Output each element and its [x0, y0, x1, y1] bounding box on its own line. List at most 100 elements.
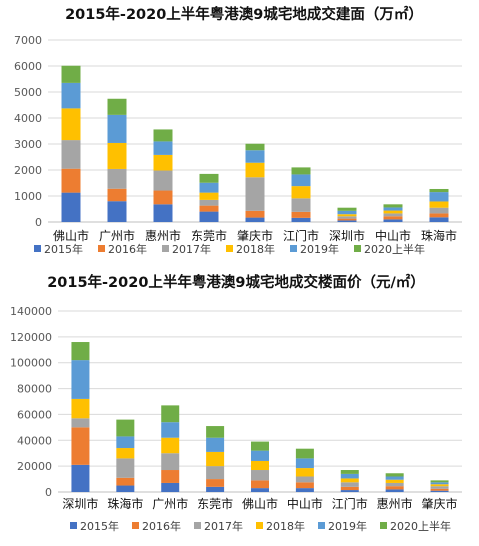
bar-segment [206, 486, 225, 492]
chart-building-area: 2015年-2020上半年粤港澳9城宅地成交建面（万㎡） 0 1000 2000 300… [14, 5, 462, 256]
y-tick-label: 100000 [10, 357, 52, 370]
bar-segment [71, 360, 90, 399]
bar-segment [291, 198, 311, 212]
bar-segment [383, 207, 403, 211]
y-tick-label: 20000 [17, 460, 52, 473]
bar-segment [153, 141, 173, 155]
y-tick-label: 3000 [14, 138, 42, 151]
bar-segment [116, 477, 135, 486]
x-category-label: 江门市 [283, 228, 319, 243]
bar-segment [340, 478, 359, 483]
bar-segment [337, 218, 357, 221]
bar-segment [383, 219, 403, 222]
bar-segment [116, 485, 135, 492]
legend-label: 2018年 [266, 519, 305, 533]
bar-segment [383, 210, 403, 214]
legend-label: 2019年 [300, 242, 339, 256]
bar-segment [206, 466, 225, 480]
bar-segment [161, 437, 180, 454]
legend-swatch [256, 522, 263, 529]
bar-segment [71, 398, 90, 419]
bar-segment [295, 476, 314, 483]
bar-segment [251, 450, 269, 461]
x-category-label: 肇庆市 [422, 496, 458, 511]
bar-segment [153, 154, 173, 171]
bar-segment [153, 204, 173, 222]
bar-segment [245, 210, 265, 218]
y-tick-label: 1000 [14, 190, 42, 203]
bar-segment [291, 217, 311, 222]
legend-label: 2017年 [172, 242, 211, 256]
bar-segment [71, 464, 90, 492]
bar-segment [107, 98, 127, 115]
legend-swatch [290, 245, 297, 252]
bar-segment [61, 82, 81, 109]
x-category-label: 中山市 [287, 496, 323, 511]
bar-segment [430, 480, 449, 483]
bar-segment [295, 482, 314, 489]
bar-segment [295, 468, 314, 477]
bar-segment [199, 192, 219, 200]
legend-label: 2015年 [44, 242, 83, 256]
x-category-label: 深圳市 [329, 228, 365, 243]
bar-segment [429, 217, 449, 222]
bar-segment [199, 211, 219, 222]
legend-label: 2018年 [236, 242, 275, 256]
bar-segment [385, 486, 404, 490]
y-tick-label: 40000 [17, 434, 52, 447]
bar-segment [107, 142, 127, 169]
bar-segment [199, 182, 219, 193]
x-category-label: 珠海市 [421, 228, 457, 243]
bar-segment [295, 458, 314, 469]
y-tick-label: 0 [35, 216, 42, 229]
bar-segment [430, 488, 449, 491]
y-tick-label: 4000 [14, 112, 42, 125]
y-tick-label: 60000 [17, 408, 52, 421]
y-tick-label: 7000 [14, 34, 42, 47]
bar-segment [161, 470, 180, 483]
bar-segment [430, 484, 449, 487]
bar-segment [429, 201, 449, 208]
legend-swatch [194, 522, 201, 529]
bar-segment [429, 188, 449, 193]
bar-segment [385, 479, 404, 483]
bar-segment [71, 418, 90, 428]
bar-segment [199, 199, 219, 206]
bar-segment [245, 150, 265, 163]
bar-segment [251, 441, 269, 451]
legend-swatch [354, 245, 361, 252]
y-tick-label: 140000 [10, 305, 52, 318]
bar-segment [251, 460, 269, 471]
bar-segment [291, 167, 311, 175]
x-category-label: 中山市 [375, 228, 411, 243]
legend-swatch [162, 245, 169, 252]
bar-segment [251, 470, 269, 481]
x-category-label: 东莞市 [191, 228, 227, 243]
legend-swatch [226, 245, 233, 252]
bar-segment [161, 482, 180, 492]
bar-segment [107, 114, 127, 143]
bar-segment [206, 437, 225, 452]
bar-segment [61, 65, 81, 83]
bar-segment [116, 436, 135, 449]
chart-title: 2015年-2020上半年粤港澳9城宅地成交建面（万㎡） [65, 5, 423, 23]
bar-segment [430, 482, 449, 485]
bar-segment [107, 168, 127, 189]
y-tick-label: 2000 [14, 164, 42, 177]
bar-segment [429, 192, 449, 202]
x-category-label: 东莞市 [197, 496, 233, 511]
bar-segment [291, 174, 311, 187]
legend-label: 2017年 [204, 519, 243, 533]
bar-segment [340, 470, 359, 474]
bar-segment [251, 488, 269, 492]
bar-segment [71, 427, 90, 465]
legend-label: 2020上半年 [390, 519, 451, 533]
bar-segment [383, 216, 403, 220]
bar-segment [429, 207, 449, 214]
y-tick-label: 0 [45, 486, 52, 499]
legend-swatch [380, 522, 387, 529]
bar-segment [383, 213, 403, 217]
x-category-label: 广州市 [152, 496, 188, 511]
legend-label: 2016年 [108, 242, 147, 256]
y-tick-label: 5000 [14, 86, 42, 99]
